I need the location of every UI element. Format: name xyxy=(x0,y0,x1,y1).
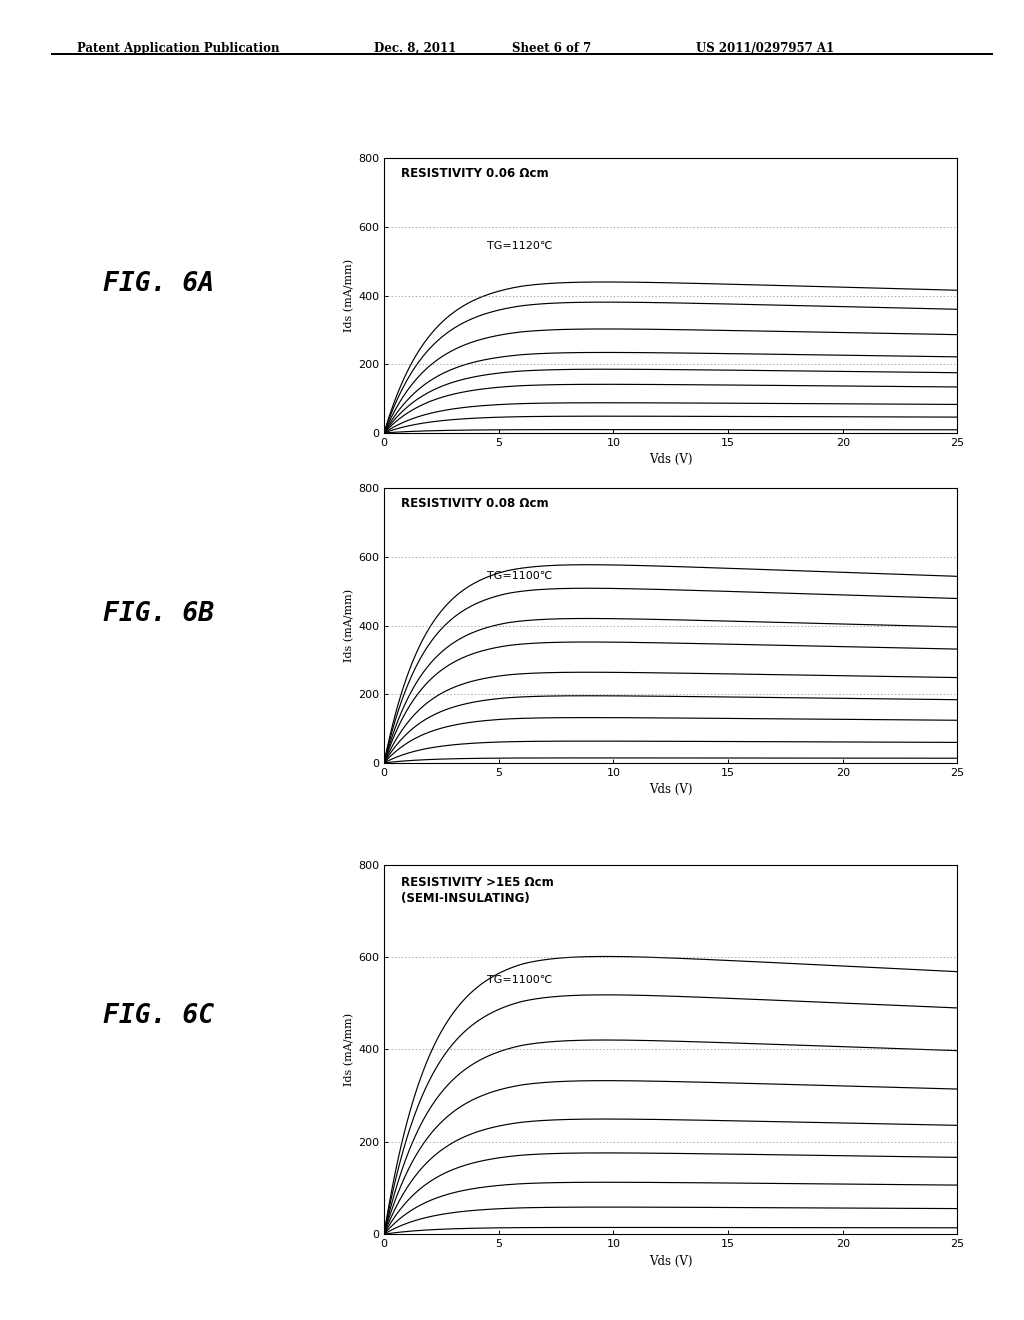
Text: TG=1100℃: TG=1100℃ xyxy=(487,570,553,581)
X-axis label: Vds (V): Vds (V) xyxy=(649,453,692,466)
Text: FIG. 6C: FIG. 6C xyxy=(103,1003,214,1030)
Text: US 2011/0297957 A1: US 2011/0297957 A1 xyxy=(696,42,835,55)
Text: FIG. 6A: FIG. 6A xyxy=(103,271,214,297)
Y-axis label: Ids (mA/mm): Ids (mA/mm) xyxy=(343,589,354,663)
Text: Patent Application Publication: Patent Application Publication xyxy=(77,42,280,55)
X-axis label: Vds (V): Vds (V) xyxy=(649,1254,692,1267)
Text: Sheet 6 of 7: Sheet 6 of 7 xyxy=(512,42,591,55)
X-axis label: Vds (V): Vds (V) xyxy=(649,783,692,796)
Text: RESISTIVITY >1E5 Ωcm
(SEMI-INSULATING): RESISTIVITY >1E5 Ωcm (SEMI-INSULATING) xyxy=(401,875,554,904)
Y-axis label: Ids (mA/mm): Ids (mA/mm) xyxy=(343,259,354,333)
Text: RESISTIVITY 0.06 Ωcm: RESISTIVITY 0.06 Ωcm xyxy=(401,166,549,180)
Text: RESISTIVITY 0.08 Ωcm: RESISTIVITY 0.08 Ωcm xyxy=(401,496,549,510)
Y-axis label: Ids (mA/mm): Ids (mA/mm) xyxy=(343,1012,354,1086)
Text: TG=1120℃: TG=1120℃ xyxy=(487,240,553,251)
Text: Dec. 8, 2011: Dec. 8, 2011 xyxy=(374,42,456,55)
Text: FIG. 6B: FIG. 6B xyxy=(103,601,214,627)
Text: TG=1100℃: TG=1100℃ xyxy=(487,975,553,986)
